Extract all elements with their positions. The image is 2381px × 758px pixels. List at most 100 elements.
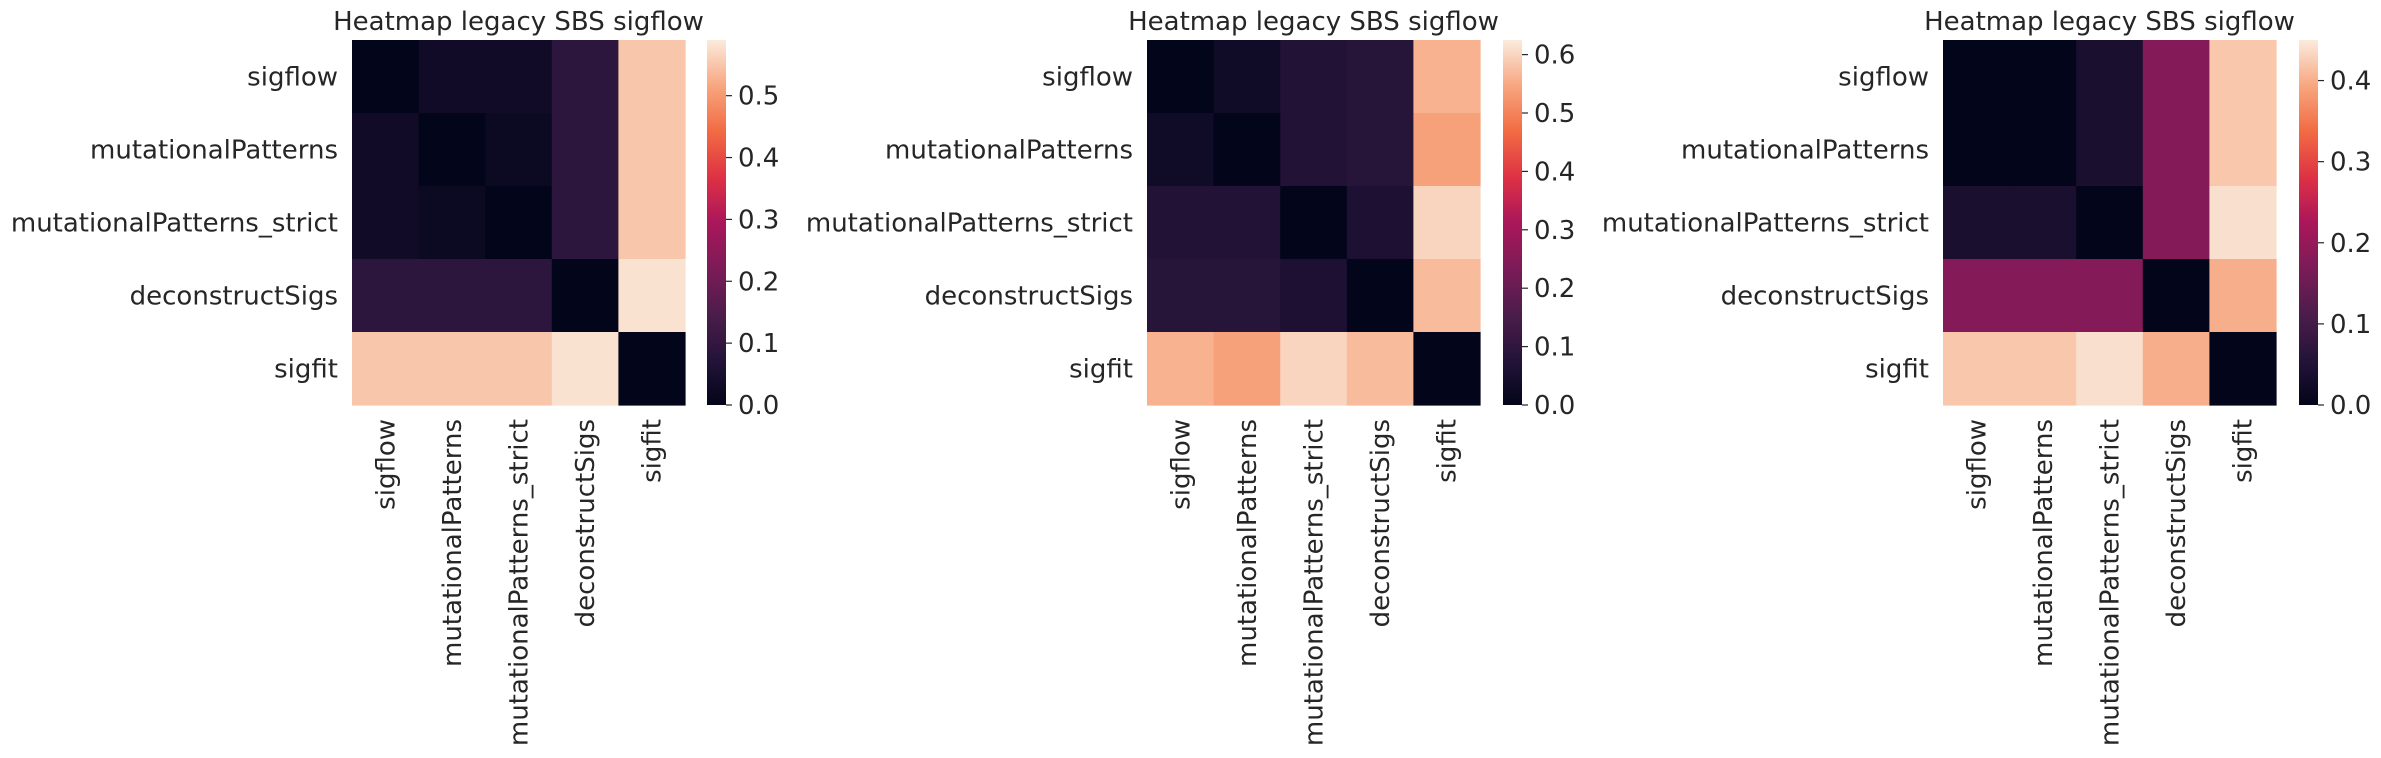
heatmap-cell [1413,113,1481,187]
colorbar-tick-label: 0.0 [1534,391,1575,421]
column-label: deconstructSigs [2162,419,2192,627]
column-label: sigfit [1433,419,1463,483]
row-label: sigfit [274,355,338,385]
heatmap-cell [1147,259,1215,333]
heatmap-cell [352,40,420,114]
heatmap-cell [2076,332,2144,406]
row-label: sigflow [1838,63,1929,93]
heatmap-cell [2209,113,2277,187]
row-label: mutationalPatterns_strict [11,209,338,239]
heatmap-cell [2142,113,2210,187]
heatmap-cell [1213,259,1281,333]
colorbar-tick-label: 0.5 [738,82,779,112]
heatmap-cell [551,113,619,187]
colorbar-tick-label: 0.1 [738,329,779,359]
heatmap-cell [2076,113,2144,187]
heatmap-cell [485,186,553,260]
row-label: deconstructSigs [925,282,1133,312]
colorbar-tick-label: 0.6 [1534,41,1575,71]
heatmap-cell [1413,259,1481,333]
heatmap-cell [485,113,553,187]
heatmap-cell [1280,186,1348,260]
column-label: sigfit [638,419,668,483]
heatmap-cell [2009,113,2077,187]
colorbar-tick-label: 0.3 [2330,148,2371,178]
colorbar-tick-label: 0.2 [2330,229,2371,259]
heatmap-cell [551,332,619,406]
row-label: mutationalPatterns [885,136,1133,166]
column-label: deconstructSigs [571,419,601,627]
heatmap-cell [1147,113,1215,187]
heatmap-cell [2142,332,2210,406]
heatmap-cell [2209,40,2277,114]
heatmap-cell [1147,186,1215,260]
row-label: sigfit [1069,355,1133,385]
heatmap-cell [2142,259,2210,333]
colorbar [707,40,726,405]
heatmap-cell [2076,186,2144,260]
column-label: sigfit [2229,419,2259,483]
column-label: mutationalPatterns [1233,419,1263,667]
heatmap-cell [352,332,420,406]
colorbar [2299,40,2318,405]
column-label: mutationalPatterns_strict [505,419,535,746]
heatmap-cell [1943,186,2011,260]
heatmap-cell [1147,332,1215,406]
row-label: mutationalPatterns [90,136,338,166]
heatmap-cell [1280,40,1348,114]
heatmap-cell [1213,113,1281,187]
heatmap-cell [1413,186,1481,260]
heatmap-cell [618,186,686,260]
colorbar-tick-label: 0.3 [738,205,779,235]
heatmap-cell [1213,332,1281,406]
heatmap-cell [418,186,486,260]
heatmap-cell [418,40,486,114]
row-label: deconstructSigs [130,282,338,312]
column-label: mutationalPatterns_strict [2096,419,2126,746]
heatmap-cell [2009,332,2077,406]
column-label: sigflow [1962,419,1992,510]
heatmap-cell [485,259,553,333]
heatmap-cell [2076,259,2144,333]
heatmap-cell [2009,186,2077,260]
row-label: sigflow [247,63,338,93]
chart-title: Heatmap legacy SBS sigflow [1924,7,2295,37]
colorbar-tick-label: 0.4 [1534,157,1575,187]
colorbar-tick-label: 0.4 [2330,67,2371,97]
colorbar-tick-label: 0.1 [2330,310,2371,340]
heatmap-cell [551,40,619,114]
heatmap-cell [618,332,686,406]
row-label: sigflow [1042,63,1133,93]
column-label: mutationalPatterns [2029,419,2059,667]
row-label: mutationalPatterns_strict [1602,209,1929,239]
heatmap-cell [1346,113,1414,187]
colorbar-tick-label: 0.1 [1534,333,1575,363]
heatmap-cell [352,186,420,260]
heatmap-cell [2009,40,2077,114]
heatmap-cell [2209,259,2277,333]
heatmap-cell [1280,332,1348,406]
colorbar-tick-label: 0.5 [1534,99,1575,129]
colorbar-tick-label: 0.4 [738,144,779,174]
colorbar [1503,40,1522,405]
heatmap-panel: Heatmap legacy SBS sigflow sigflow mutatio… [806,7,1575,746]
colorbar-tick-label: 0.2 [1534,274,1575,304]
heatmap-cell [418,332,486,406]
heatmap-cell [2209,186,2277,260]
heatmap-cell [618,259,686,333]
heatmap-cell [1346,40,1414,114]
heatmap-cell [418,113,486,187]
heatmap-panel: Heatmap legacy SBS sigflow sigflow mutatio… [11,7,779,746]
heatmap-cell [2209,332,2277,406]
heatmap-cell [1346,186,1414,260]
heatmap-cell [618,113,686,187]
heatmap-cell [2009,259,2077,333]
heatmap-cell [618,40,686,114]
chart-title: Heatmap legacy SBS sigflow [1128,7,1499,37]
heatmap-cell [1346,259,1414,333]
heatmap-cell [485,332,553,406]
heatmap-cell [1280,259,1348,333]
heatmap-cell [1346,332,1414,406]
heatmap-cell [1213,186,1281,260]
